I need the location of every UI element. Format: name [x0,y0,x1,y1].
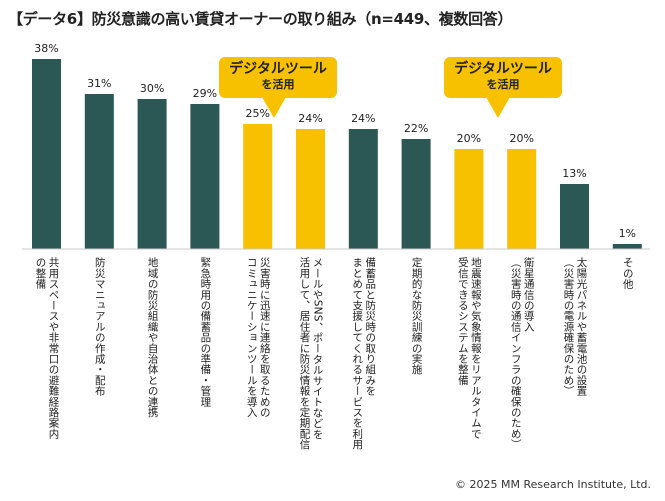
category-label-2: 防災マニュアルの作成・配布 [93,257,106,396]
category-label-5: 災害時に迅速に連絡を取るための コミュニケーションツールを導入 [245,257,271,418]
bar-10 [507,149,536,249]
value-label-6: 24% [298,112,322,125]
bar-5 [243,124,272,249]
category-label-6: メールやSNS、ポータルサイトなどを 活用して、居住者に防災情報を定期配信 [298,257,324,450]
category-label-1: 共用スペースや非常口の避難経路案内 の整備 [34,257,60,439]
category-label-9: 地震速報や気象情報をリアルタイムで 受信できるシステムを整備 [456,257,482,439]
value-label-8: 22% [404,122,428,135]
callout-2-sub-text: を活用 [444,78,562,91]
value-label-11: 13% [562,167,586,180]
value-label-5: 25% [245,107,269,120]
category-label-3: 地域の防災組織や自治体との連携 [146,257,159,418]
category-label-7: 備蓄品と防災時の取り組みを まとめて支援してくれるサービスを利用 [350,257,376,450]
callout-pointer-2 [486,97,510,118]
category-label-8: 定期的な防災訓練の実施 [410,257,423,375]
bar-3 [138,99,167,249]
value-label-10: 20% [509,132,533,145]
value-label-2: 31% [87,77,111,90]
bar-1 [32,59,61,249]
bar-2 [85,94,114,249]
callout-1-sub-text: を活用 [219,78,337,91]
callout-digital-tool-2: デジタルツール を活用 [444,57,562,98]
callout-digital-tool-1: デジタルツール を活用 [219,57,337,98]
value-label-7: 24% [351,112,375,125]
bar-11 [560,184,589,249]
bar-12 [613,244,642,249]
bar-7 [349,129,378,249]
copyright-notice: © 2025 MM Research Institute, Ltd. [455,478,651,491]
category-label-4: 緊急時用の備蓄品の準備・管理 [198,257,211,407]
callout-2-main-text: デジタルツール [444,57,562,78]
value-label-1: 38% [34,42,58,55]
value-label-9: 20% [457,132,481,145]
category-label-10: 衛星通信の導入 （災害時の通信インフラの確保のため） [509,257,535,450]
callout-1-main-text: デジタルツール [219,57,337,78]
category-label-12: その他 [621,257,634,289]
bar-9 [454,149,483,249]
category-label-11: 太陽光パネルや蓄電池の設置 （災害時の電源確保のため） [562,257,588,396]
bar-8 [402,139,431,249]
value-label-12: 1% [619,227,636,240]
value-label-3: 30% [140,82,164,95]
bar-6 [296,129,325,249]
value-label-4: 29% [193,87,217,100]
bar-4 [190,104,219,249]
